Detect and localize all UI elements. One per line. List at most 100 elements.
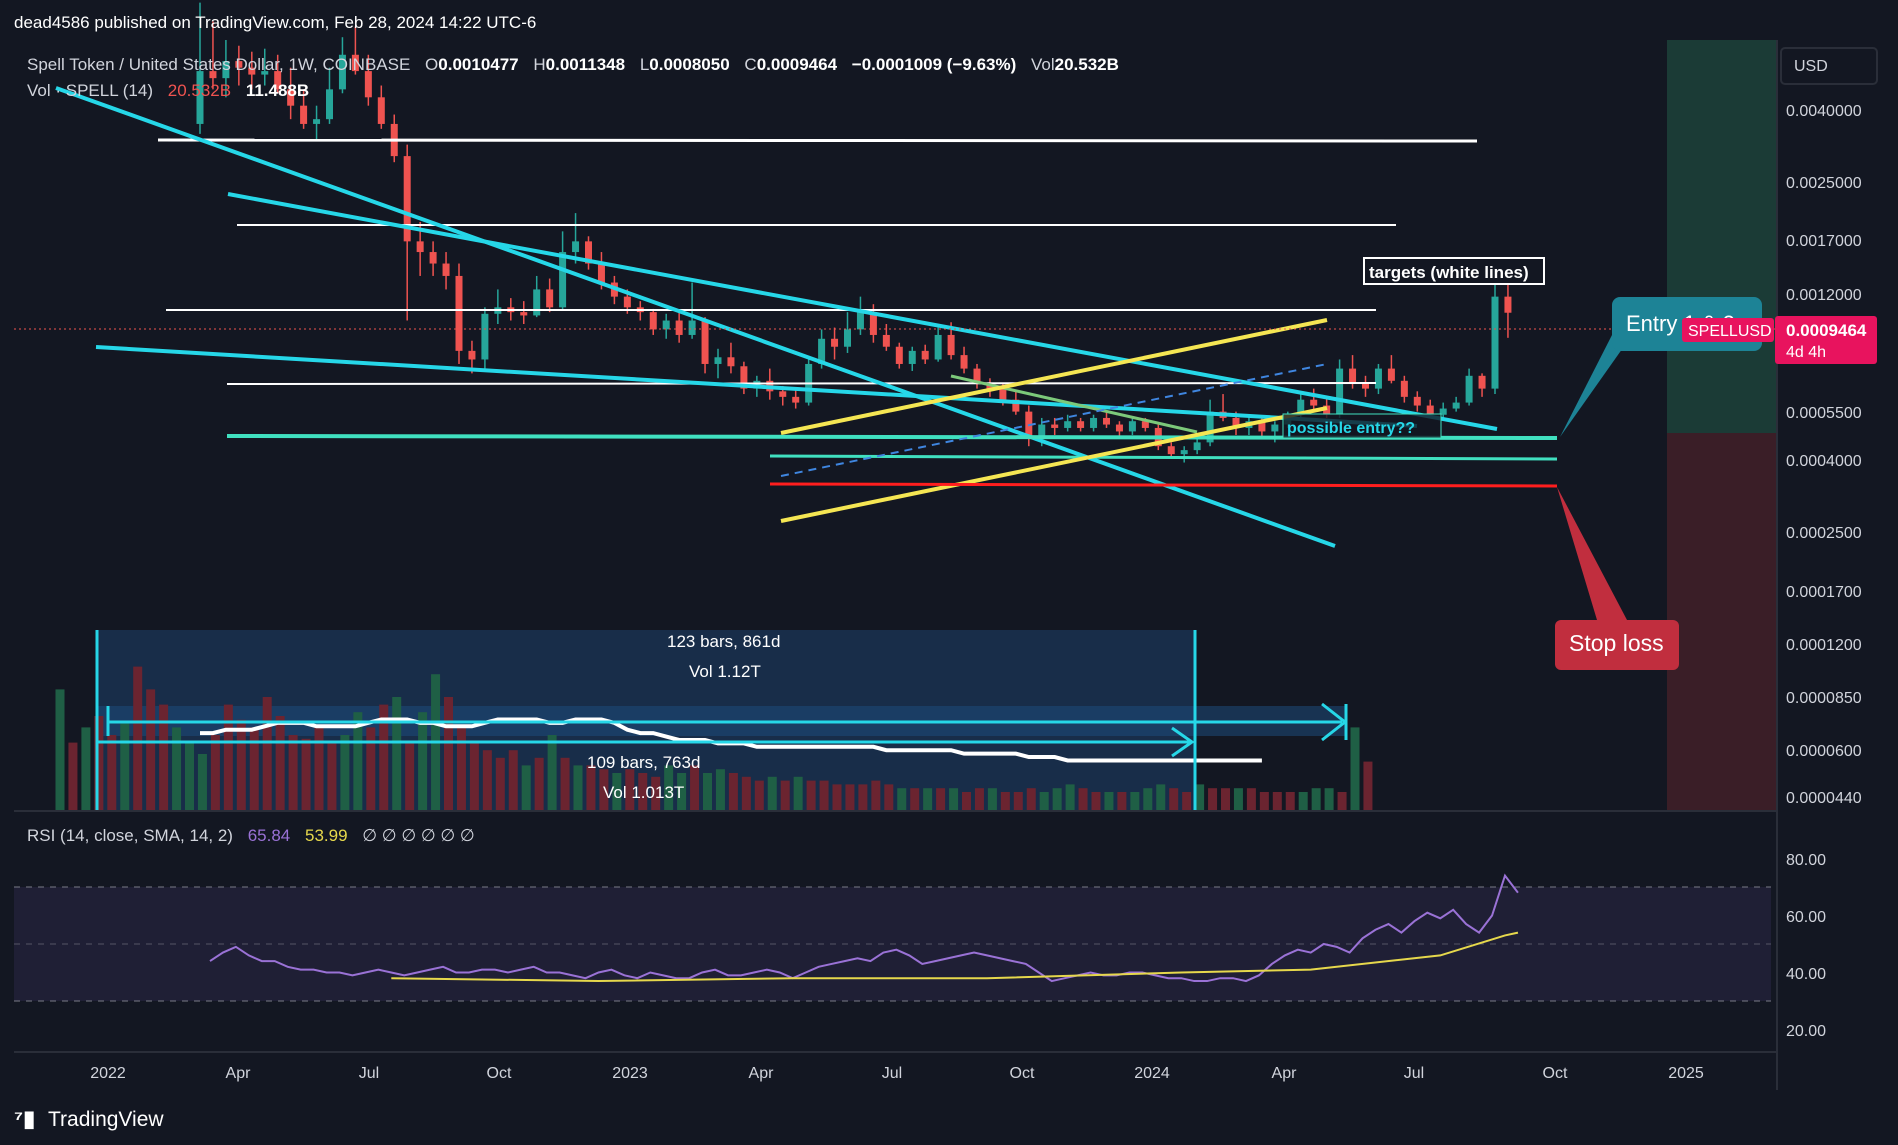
rsi-legend[interactable]: RSI (14, close, SMA, 14, 2) 65.84 53.99 … [27, 826, 475, 845]
volume-bar [845, 784, 855, 811]
volume-bar [210, 735, 220, 811]
trendline-cyan-1 [55, 86, 1336, 548]
volume-bar [508, 750, 518, 811]
candle-down [377, 97, 385, 124]
time-tick: Jul [882, 1065, 902, 1082]
dashed-mid-line [780, 363, 1328, 477]
rsi-axis[interactable]: 80.00 60.00 40.00 20.00 [1786, 852, 1826, 1040]
volume-bar [107, 735, 117, 811]
volume-bar [521, 765, 531, 811]
volume-indicator-value-2: 11.488B [246, 81, 309, 100]
candle-down [869, 312, 877, 335]
volume-bar [301, 738, 311, 811]
rsi-label: RSI (14, close, SMA, 14, 2) [27, 826, 233, 845]
candle-down [1051, 424, 1059, 428]
range-1-bars: 123 bars, 861d [667, 632, 780, 651]
legend-line[interactable]: Spell Token / United States Dollar, 1W, … [27, 55, 1119, 74]
candle-up [1297, 399, 1305, 415]
possible-entry-box[interactable] [1282, 413, 1442, 439]
volume-bar [1052, 788, 1062, 811]
volume-bar [1117, 792, 1127, 811]
volume-bar [547, 735, 557, 811]
candle-up [1465, 375, 1473, 403]
candle-up [481, 313, 489, 360]
volume-bar [1091, 792, 1101, 811]
candle-down [1387, 368, 1395, 381]
vol-value: 20.532B [1055, 55, 1119, 74]
volume-bar [703, 773, 712, 811]
candle-down [740, 366, 748, 389]
volume-bar [94, 716, 104, 811]
volume-bar [469, 742, 479, 811]
time-tick: Jul [359, 1065, 379, 1082]
rsi-sma-line [391, 931, 1519, 983]
drawings[interactable] [14, 86, 1777, 810]
volume-bar [897, 788, 907, 811]
candle-up [662, 320, 670, 330]
volume-bar [120, 723, 130, 811]
stop-loss-label: Stop loss [1569, 630, 1664, 656]
candle-up [1271, 424, 1279, 432]
volume-bar [1078, 788, 1088, 811]
range-2-vol: Vol 1.013T [603, 783, 684, 802]
candle-down [546, 289, 554, 308]
high-value: 0.0011348 [546, 55, 625, 74]
high-label: H [533, 55, 545, 74]
volume-bar [625, 769, 635, 811]
green-channel-line [950, 374, 1198, 434]
volume-bar [871, 780, 881, 811]
volume-bar [1039, 792, 1049, 811]
volume-bar [366, 727, 376, 811]
volume-bar [923, 788, 933, 811]
volume-bar [573, 765, 583, 811]
candle-down [1400, 380, 1408, 397]
currency-button[interactable] [1780, 47, 1878, 85]
candle-down [585, 241, 592, 264]
tradingview-brand[interactable]: TradingView [48, 1108, 164, 1131]
volume-bar [858, 784, 868, 811]
price-tick: 0.0004000 [1786, 453, 1862, 470]
volume-bars [55, 666, 1373, 811]
candle-down [209, 71, 217, 79]
targets-label-box[interactable] [1363, 257, 1545, 285]
candle-up [688, 320, 696, 335]
volume-bar [81, 727, 91, 811]
time-tick: Oct [487, 1065, 512, 1082]
volume-indicator-value-1: 20.532B [168, 81, 231, 100]
rsi-tick: 20.00 [1786, 1023, 1826, 1040]
candle-up [1180, 450, 1188, 455]
candle-down [1362, 383, 1369, 389]
volume-bar [534, 757, 544, 811]
stop-loss-callout[interactable] [1555, 620, 1679, 670]
volume-legend[interactable]: Vol · SPELL (14) 20.532B 11.488B [27, 81, 309, 100]
candle-up [1193, 442, 1201, 451]
price-axis[interactable]: 0.0040000 0.0025000 0.0017000 0.0012000 0.00… [1786, 103, 1862, 807]
price-tick: 0.0005500 [1786, 405, 1862, 422]
volume-bar [1272, 792, 1282, 811]
volume-bar [936, 788, 946, 811]
candle-down [882, 334, 890, 347]
volume-bar [236, 719, 246, 811]
volume-bar [910, 788, 920, 811]
volume-bar [418, 712, 428, 811]
candle-down [1012, 399, 1020, 412]
volume-bar [1285, 792, 1295, 811]
open-label: O [425, 55, 438, 74]
candle-down [649, 312, 657, 330]
volume-bar [275, 716, 285, 811]
price-tick: 0.0017000 [1786, 233, 1862, 250]
volume-bar [172, 727, 182, 811]
candle-down [351, 54, 359, 72]
time-tick: 2022 [90, 1065, 126, 1082]
volume-bar [1065, 784, 1075, 811]
price-tick: 0.0001700 [1786, 584, 1862, 601]
current-price: 0.0009464 [1786, 321, 1867, 340]
target-zone [1667, 40, 1777, 433]
volume-bar [586, 765, 596, 811]
time-axis[interactable]: 2022 Apr Jul Oct 2023 Apr Jul Oct 2024 Apr Jul Oct 2… [90, 1065, 1704, 1082]
candle-down [364, 71, 372, 98]
range-1-vol: Vol 1.12T [689, 662, 761, 681]
time-tick: 2024 [1134, 1065, 1170, 1082]
candle-down [1478, 375, 1486, 389]
